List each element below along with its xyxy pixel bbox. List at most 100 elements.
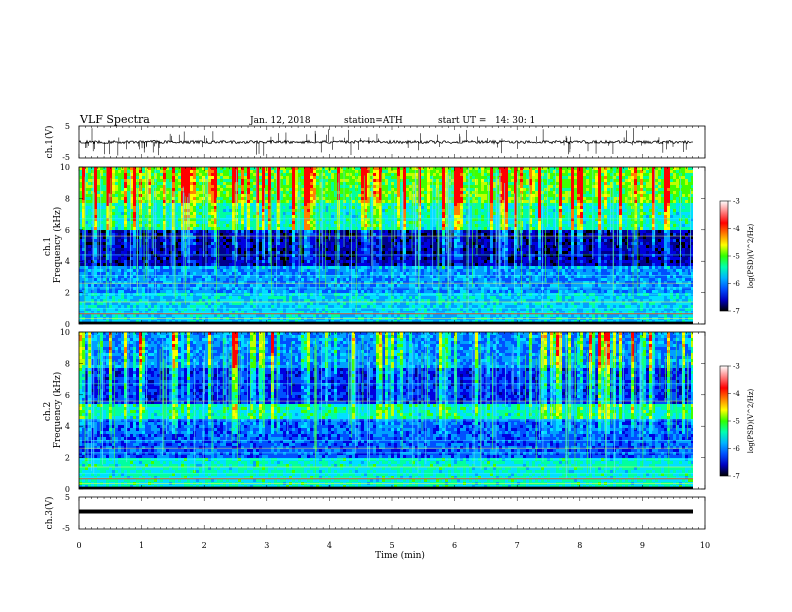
spectrogram-cell [262,278,265,281]
spectrogram-cell [250,308,253,311]
spectrogram-cell [169,218,172,221]
spectrogram-cell [163,224,166,227]
spectrogram-cell [277,281,280,284]
spectrogram-cell [214,212,217,215]
spectrogram-cell [106,269,109,272]
spectrogram-cell [319,266,322,269]
spectrogram-cell [178,248,181,251]
spectrogram-cell [121,320,124,323]
spectrogram-cell [130,227,133,230]
spectrogram-cell [229,278,232,281]
spectrogram-cell [292,311,295,314]
spectrogram-cell [286,224,289,227]
spectrogram-cell [340,218,343,221]
spectrogram-cell [304,215,307,218]
spectrogram-cell [226,197,229,200]
spectrogram-cell [115,308,118,311]
spectrogram-cell [133,167,136,170]
spectrogram-cell [145,299,148,302]
spectrogram-cell [316,257,319,260]
spectrogram-cell [82,200,85,203]
spectrogram-cell [79,290,82,293]
spectrogram-cell [211,242,214,245]
spectrogram-cell [259,230,262,233]
spectrogram-cell [205,284,208,287]
spectrogram-cell [277,197,280,200]
spectrogram-cell [226,170,229,173]
spectrogram-cell [316,206,319,209]
spectrogram-cell [127,296,130,299]
spectrogram-cell [271,206,274,209]
spectrogram-cell [199,263,202,266]
spectrogram-cell [262,203,265,206]
spectrogram-cell [142,251,145,254]
spectrogram-cell [310,251,313,254]
spectrogram-cell [178,284,181,287]
spectrogram-cell [157,221,160,224]
spectrogram-cell [103,215,106,218]
spectrogram-cell [262,320,265,323]
spectrogram-cell [112,179,115,182]
spectrogram-cell [229,221,232,224]
spectrogram-cell [223,254,226,257]
spectrogram-cell [301,194,304,197]
spectrogram-cell [199,299,202,302]
spectrogram-cell [328,302,331,305]
spectrogram-cell [178,185,181,188]
spectrogram-cell [91,239,94,242]
spectrogram-cell [259,305,262,308]
spectrogram-cell [334,284,337,287]
spectrogram-cell [226,182,229,185]
spectrogram-cell [250,194,253,197]
spectrogram-cell [250,272,253,275]
spectrogram-cell [328,248,331,251]
spectrogram-cell [253,218,256,221]
spectrogram-cell [220,200,223,203]
spectrogram-cell [94,239,97,242]
spectrogram-cell [217,179,220,182]
spectrogram-cell [334,254,337,257]
spectrogram-cell [244,224,247,227]
spectrogram-cell [193,233,196,236]
spectrogram-cell [340,245,343,248]
spectrogram-cell [256,251,259,254]
spectrogram-cell [175,260,178,263]
spectrogram-cell [256,260,259,263]
spectrogram-cell [163,209,166,212]
spectrogram-cell [265,242,268,245]
spectrogram-cell [106,263,109,266]
spectrogram-cell [211,236,214,239]
spectrogram-cell [328,281,331,284]
spectrogram-cell [181,179,184,182]
spectrogram-cell [292,221,295,224]
spectrogram-cell [175,320,178,323]
spectrogram-cell [247,218,250,221]
spectrogram-cell [148,173,151,176]
spectrogram-cell [181,320,184,323]
spectrogram-cell [214,254,217,257]
spectrogram-cell [274,278,277,281]
spectrogram-cell [232,206,235,209]
spectrogram-cell [88,275,91,278]
spectrogram-cell [292,257,295,260]
spectrogram-cell [106,311,109,314]
spectrogram-cell [265,170,268,173]
spectrogram-cell [307,176,310,179]
spectrogram-cell [100,224,103,227]
spectrogram-cell [289,272,292,275]
spectrogram-cell [241,311,244,314]
spectrogram-cell [175,248,178,251]
spectrogram-cell [256,191,259,194]
spectrogram-cell [271,239,274,242]
spectrogram-cell [160,278,163,281]
spectrogram-cell [292,302,295,305]
spectrogram-cell [163,314,166,317]
spectrogram-cell [241,167,244,170]
spectrogram-cell [133,215,136,218]
spectrogram-cell [106,224,109,227]
spectrogram-cell [247,248,250,251]
spectrogram-cell [82,170,85,173]
spectrogram-cell [301,260,304,263]
spectrogram-cell [334,209,337,212]
spectrogram-cell [223,194,226,197]
